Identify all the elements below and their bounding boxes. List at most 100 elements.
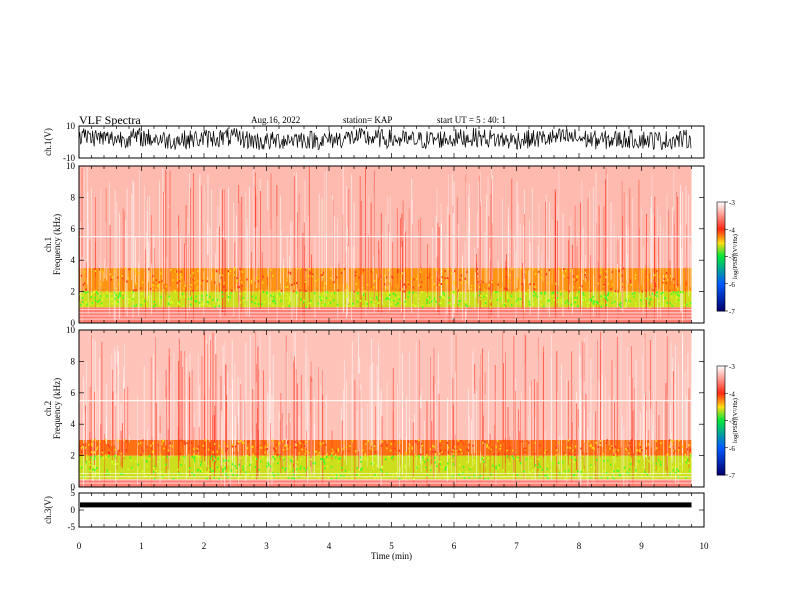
spectrum-streak	[644, 393, 645, 469]
spectrum-streak	[226, 394, 228, 469]
spectrum-streak	[429, 357, 431, 466]
spectrum-streak	[239, 379, 241, 470]
spectrum-speckle	[517, 298, 519, 301]
spectrum-streak	[671, 235, 672, 282]
spectrum-speckle	[235, 469, 238, 472]
spectrum-speckle	[645, 447, 648, 450]
colorbar-tick-label: -5	[729, 254, 735, 262]
spectrum-speckle	[88, 461, 91, 464]
spectrum-speckle	[447, 462, 449, 465]
spectrum-streak	[308, 166, 310, 311]
spectrum-streak	[263, 370, 264, 455]
spectrum-streak	[166, 257, 168, 284]
spectrum-speckle	[445, 465, 447, 468]
spectrum-speckle	[291, 477, 293, 480]
spectrum-speckle	[557, 441, 560, 444]
spectrum-streak	[480, 354, 482, 452]
colorbar-step	[717, 269, 725, 272]
spectrum-speckle	[84, 466, 87, 469]
spectrum-speckle	[553, 299, 555, 302]
spectrum-streak	[542, 236, 544, 283]
spectrum-streak	[114, 405, 116, 460]
spectrum-speckle	[305, 440, 307, 443]
spectrum-streak	[657, 205, 659, 313]
spectrum-streak	[96, 388, 98, 442]
spectrum-speckle	[137, 442, 140, 445]
spectrum-streak	[163, 191, 164, 322]
spectrum-speckle	[295, 444, 298, 447]
spectrum-speckle	[242, 468, 244, 471]
spectrum-streak	[453, 181, 455, 313]
spectrum-streak	[337, 218, 339, 319]
spectrum-speckle	[666, 301, 668, 304]
spectrum-speckle	[102, 457, 105, 460]
spectrum-speckle	[187, 454, 190, 457]
spectrum-speckle	[611, 301, 613, 304]
spectrum-speckle	[389, 293, 391, 296]
spectrum-speckle	[135, 289, 137, 292]
spectrum-streak	[579, 355, 581, 457]
spectrum-speckle	[199, 463, 202, 466]
spectrum-speckle	[492, 464, 494, 467]
spectrum-speckle	[267, 454, 269, 457]
spectrum-streak	[662, 226, 664, 307]
spectrum-speckle	[251, 295, 253, 298]
spectrum-streak	[80, 266, 82, 299]
spectrum-speckle	[227, 270, 229, 273]
spectrum-streak	[296, 383, 298, 465]
spectrum-speckle	[498, 464, 501, 467]
spectrum-speckle	[682, 291, 684, 294]
spectrum-speckle	[566, 299, 569, 302]
spectrum-speckle	[195, 300, 197, 303]
spectrum-speckle	[348, 471, 350, 474]
spectrum-streak	[280, 420, 281, 455]
spectrum-speckle	[99, 440, 101, 443]
spectrum-speckle	[300, 298, 302, 301]
spectrum-speckle	[642, 270, 644, 273]
spectrum-speckle	[572, 449, 574, 452]
spectrum-speckle	[98, 268, 101, 271]
spectrum-streak	[558, 269, 560, 286]
spectrum-speckle	[263, 300, 266, 303]
spectrum-streak	[486, 194, 488, 283]
spectrum-speckle	[113, 463, 116, 466]
spectrum-streak	[605, 167, 607, 321]
spectrum-speckle	[100, 302, 103, 305]
spectrum-speckle	[567, 439, 570, 442]
spectrum-speckle	[244, 305, 246, 308]
spectrum-speckle	[140, 453, 142, 456]
spectrum-streak	[243, 401, 244, 456]
spectrum-streak	[289, 418, 291, 471]
spectrum-streak	[651, 174, 653, 286]
spectrum-speckle	[210, 470, 212, 473]
spectrum-streak	[159, 415, 161, 446]
spectrum-speckle	[568, 460, 571, 463]
spectrum-speckle	[92, 291, 95, 294]
spectrum-speckle	[274, 447, 276, 450]
spectrum-speckle	[224, 442, 226, 445]
spectrum-speckle	[610, 445, 613, 448]
spectrum-speckle	[249, 464, 251, 467]
spectrum-speckle	[560, 301, 563, 304]
spectrum-speckle	[319, 296, 321, 299]
spectrum-speckle	[390, 303, 392, 306]
spectrum-speckle	[666, 453, 668, 456]
spectrum-speckle	[658, 300, 660, 303]
spectrum-speckle	[287, 470, 289, 473]
spectrum-streak	[517, 203, 519, 279]
spectrum-speckle	[438, 279, 441, 282]
spectrum-streak	[411, 178, 413, 313]
colorbar-step	[717, 220, 725, 223]
spectrum-streak	[491, 223, 493, 294]
colorbar-step	[717, 395, 725, 398]
spectrum-speckle	[404, 466, 406, 469]
spectrum-speckle	[230, 469, 233, 472]
spectrum-speckle	[483, 288, 486, 291]
spectrum-streak	[100, 189, 102, 292]
spectrum-speckle	[351, 477, 353, 480]
spectrum-streak	[303, 222, 305, 322]
spectrum-speckle	[274, 455, 277, 458]
spectrum-streak	[387, 197, 389, 290]
spectrum-speckle	[200, 467, 202, 470]
spectrum-speckle	[90, 296, 92, 299]
